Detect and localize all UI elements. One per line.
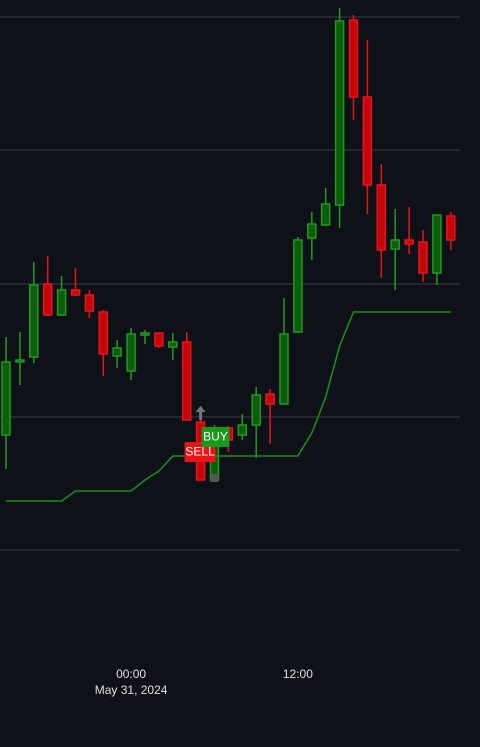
candle-body bbox=[98, 311, 109, 355]
candle-body bbox=[334, 20, 345, 206]
x-date-label: May 31, 2024 bbox=[95, 683, 168, 697]
candle-body bbox=[446, 215, 456, 241]
candle-body bbox=[432, 214, 442, 274]
candle-body bbox=[56, 289, 67, 316]
candle-body bbox=[418, 241, 428, 274]
signal-label: BUY bbox=[203, 430, 228, 444]
candle-body bbox=[15, 359, 25, 363]
candle-body bbox=[362, 96, 373, 186]
x-tick-label: 00:00 bbox=[116, 667, 146, 681]
candle-body bbox=[320, 203, 331, 226]
candle-body bbox=[84, 294, 95, 312]
x-tick-label: 12:00 bbox=[283, 667, 313, 681]
candle-body bbox=[307, 223, 317, 239]
candle-body bbox=[265, 393, 275, 405]
candle-body bbox=[168, 341, 178, 348]
candle-body bbox=[1, 361, 11, 436]
candle-body bbox=[29, 284, 39, 358]
candle-body bbox=[70, 289, 81, 296]
candle-body bbox=[293, 239, 303, 333]
buy-marker bbox=[210, 474, 219, 482]
signal-box bbox=[201, 427, 230, 447]
candle-body bbox=[404, 239, 414, 245]
candle-body bbox=[42, 283, 53, 316]
candle-body bbox=[126, 333, 136, 372]
signal-label: SELL bbox=[185, 445, 215, 459]
candle-body bbox=[154, 332, 164, 347]
candle-body bbox=[348, 19, 359, 98]
candle-body bbox=[279, 333, 289, 405]
candle-body bbox=[390, 239, 400, 250]
candle-body bbox=[181, 341, 192, 421]
candle-body bbox=[251, 394, 261, 426]
trend-line bbox=[6, 311, 451, 502]
sell-arrow bbox=[195, 406, 206, 420]
candle-body bbox=[237, 424, 248, 436]
candle-body bbox=[112, 347, 122, 357]
candle-body bbox=[376, 184, 387, 251]
candle-body bbox=[140, 332, 150, 336]
